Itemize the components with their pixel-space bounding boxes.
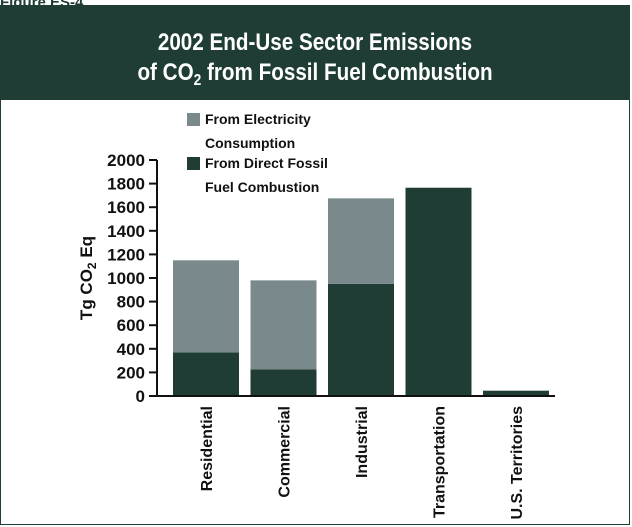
bar-electricity-commercial (250, 280, 317, 370)
y-tick-label: 400 (117, 340, 145, 359)
chart-title-line1: 2002 End-Use Sector Emissions (157, 29, 473, 56)
chart-header: 2002 End-Use Sector Emissions of CO2 fro… (0, 5, 630, 100)
legend-swatch-direct (187, 157, 200, 170)
y-tick-label: 200 (117, 363, 145, 382)
y-tick-label: 600 (117, 316, 145, 335)
bar-direct-residential (173, 352, 239, 396)
y-axis-label: Tg CO2 Eq (77, 236, 99, 320)
legend-swatch-electricity (187, 113, 200, 126)
legend-label-direct-line1: From Direct Fossil (205, 155, 328, 171)
y-tick-label: 1600 (107, 198, 145, 217)
x-category-label: Residential (199, 406, 216, 491)
y-tick-label: 1200 (107, 245, 145, 264)
legend-label-electricity-line1: From Electricity (205, 111, 311, 127)
bar-electricity-residential (173, 260, 239, 353)
y-tick-label: 2000 (107, 151, 145, 170)
bar-direct-u-s-territories (483, 390, 549, 396)
bar-direct-commercial (250, 369, 317, 396)
y-tick-label: 0 (136, 387, 145, 406)
y-tick-label: 1000 (107, 269, 145, 288)
bar-direct-transportation (405, 187, 472, 396)
y-tick-label: 1400 (107, 222, 145, 241)
chart-title-line2: of CO2 from Fossil Fuel Combustion (137, 59, 493, 89)
bar-electricity-industrial (328, 198, 394, 284)
x-category-label: Commercial (277, 406, 294, 498)
y-tick-label: 800 (117, 293, 145, 312)
x-category-label: Industrial (354, 406, 371, 478)
y-tick-label: 1800 (107, 175, 145, 194)
x-category-label: Transportation (432, 406, 449, 518)
x-category-label: U.S. Territories (509, 406, 526, 520)
legend-label-direct-line2: Fuel Combustion (205, 179, 319, 195)
bar-direct-industrial (328, 283, 394, 396)
legend-label-electricity-line2: Consumption (205, 135, 295, 151)
